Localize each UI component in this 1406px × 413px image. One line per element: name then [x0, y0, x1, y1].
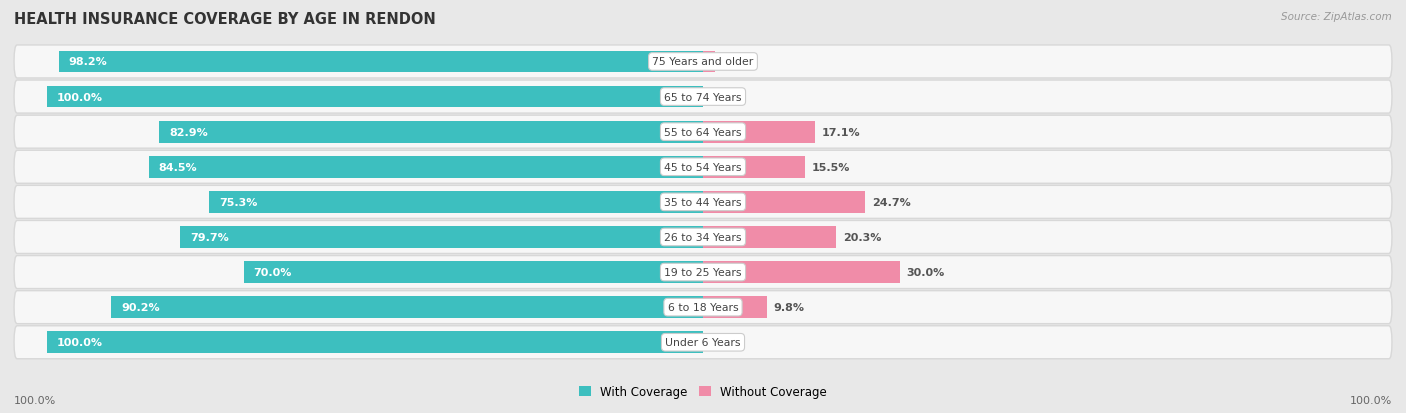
Text: 35 to 44 Years: 35 to 44 Years — [664, 197, 742, 207]
Bar — [180, 226, 703, 248]
Text: 24.7%: 24.7% — [872, 197, 910, 207]
Text: 55 to 64 Years: 55 to 64 Years — [664, 127, 742, 138]
Text: 100.0%: 100.0% — [14, 395, 56, 405]
FancyBboxPatch shape — [14, 186, 1392, 219]
Text: 70.0%: 70.0% — [253, 267, 292, 278]
Text: 0.0%: 0.0% — [710, 93, 740, 102]
Text: 15.5%: 15.5% — [811, 162, 849, 172]
Text: HEALTH INSURANCE COVERAGE BY AGE IN RENDON: HEALTH INSURANCE COVERAGE BY AGE IN REND… — [14, 12, 436, 27]
Text: 9.8%: 9.8% — [773, 302, 804, 312]
Text: 6 to 18 Years: 6 to 18 Years — [668, 302, 738, 312]
Text: 75.3%: 75.3% — [219, 197, 257, 207]
FancyBboxPatch shape — [14, 326, 1392, 359]
FancyBboxPatch shape — [14, 291, 1392, 324]
Bar — [703, 192, 865, 213]
Bar — [59, 52, 703, 73]
FancyBboxPatch shape — [14, 221, 1392, 254]
Bar — [149, 157, 703, 178]
Bar — [46, 332, 703, 353]
Text: 30.0%: 30.0% — [907, 267, 945, 278]
Bar — [46, 86, 703, 108]
Bar — [703, 121, 815, 143]
Bar — [703, 157, 804, 178]
Text: 79.7%: 79.7% — [190, 233, 229, 242]
Text: 82.9%: 82.9% — [169, 127, 208, 138]
FancyBboxPatch shape — [14, 81, 1392, 114]
Bar — [111, 297, 703, 318]
Text: Under 6 Years: Under 6 Years — [665, 337, 741, 347]
Bar — [209, 192, 703, 213]
Text: 65 to 74 Years: 65 to 74 Years — [664, 93, 742, 102]
Legend: With Coverage, Without Coverage: With Coverage, Without Coverage — [574, 381, 832, 403]
Bar — [243, 261, 703, 283]
Text: 75 Years and older: 75 Years and older — [652, 57, 754, 67]
Text: 17.1%: 17.1% — [821, 127, 860, 138]
Bar — [703, 297, 768, 318]
Text: 26 to 34 Years: 26 to 34 Years — [664, 233, 742, 242]
FancyBboxPatch shape — [14, 151, 1392, 184]
Text: 45 to 54 Years: 45 to 54 Years — [664, 162, 742, 172]
Bar — [159, 121, 703, 143]
Text: 90.2%: 90.2% — [121, 302, 160, 312]
Text: 100.0%: 100.0% — [56, 337, 103, 347]
FancyBboxPatch shape — [14, 116, 1392, 149]
FancyBboxPatch shape — [14, 256, 1392, 289]
Bar — [703, 52, 714, 73]
Text: 0.0%: 0.0% — [710, 337, 740, 347]
Bar — [703, 261, 900, 283]
Text: 1.8%: 1.8% — [721, 57, 752, 67]
FancyBboxPatch shape — [14, 46, 1392, 79]
Text: 19 to 25 Years: 19 to 25 Years — [664, 267, 742, 278]
Text: 100.0%: 100.0% — [56, 93, 103, 102]
Bar — [703, 226, 837, 248]
Text: 84.5%: 84.5% — [159, 162, 197, 172]
Text: 100.0%: 100.0% — [1350, 395, 1392, 405]
Text: 20.3%: 20.3% — [842, 233, 882, 242]
Text: Source: ZipAtlas.com: Source: ZipAtlas.com — [1281, 12, 1392, 22]
Text: 98.2%: 98.2% — [69, 57, 107, 67]
